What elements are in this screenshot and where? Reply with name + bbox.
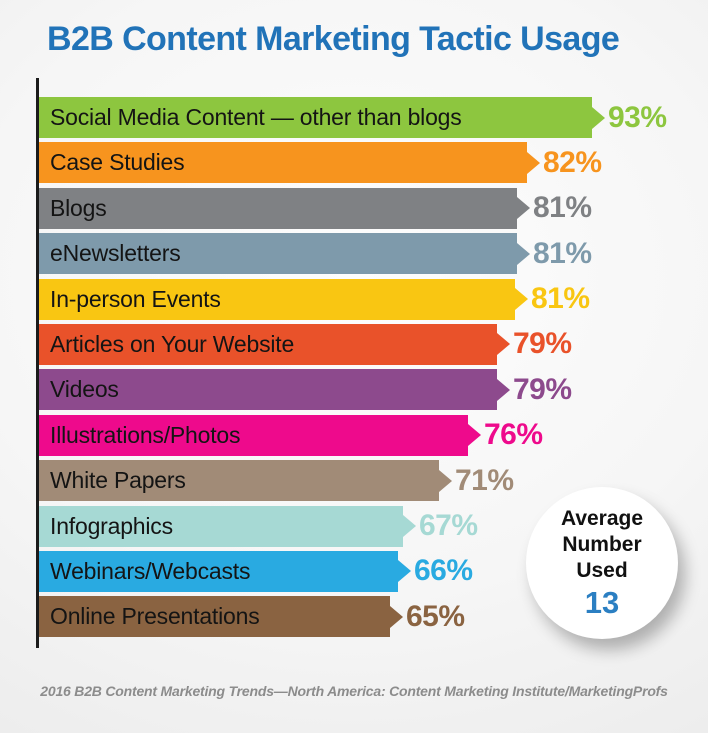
- bar-label: Webinars/Webcasts: [50, 557, 251, 584]
- bar-row: Videos 79%: [39, 369, 667, 411]
- bar-label: Illustrations/Photos: [50, 421, 241, 448]
- bar-label: Social Media Content — other than blogs: [50, 104, 462, 130]
- bar-label: Blogs: [50, 194, 107, 221]
- bar: eNewsletters: [39, 233, 517, 275]
- bar: Infographics: [39, 505, 403, 547]
- page-title: B2B Content Marketing Tactic Usage: [47, 20, 620, 58]
- bar: In-person Events: [39, 278, 515, 320]
- bar-row: Online Presentations 65%: [39, 596, 667, 638]
- bar: Blogs: [39, 187, 517, 229]
- bar: Online Presentations: [39, 596, 390, 638]
- bar-arrow-icon: [527, 151, 540, 174]
- bar-arrow-icon: [515, 288, 528, 311]
- bar: Case Studies: [39, 142, 527, 184]
- bar-value-label: 79%: [513, 327, 572, 361]
- bar-row: eNewsletters 81%: [39, 233, 667, 275]
- bar-arrow-icon: [592, 106, 605, 129]
- bar-row: White Papers 71%: [39, 460, 667, 502]
- bar-arrow-icon: [398, 560, 411, 583]
- bar-label: Articles on Your Website: [50, 330, 295, 357]
- bar-value-label: 81%: [531, 282, 590, 316]
- bar-arrow-icon: [497, 378, 510, 401]
- average-number-badge: Average Number Used 13: [526, 487, 678, 639]
- bar-label: Online Presentations: [50, 603, 260, 630]
- bar-row: Social Media Content — other than blogs 9…: [39, 97, 667, 138]
- bar-row: Case Studies 82%: [39, 142, 667, 184]
- bar-label: White Papers: [50, 467, 186, 494]
- bar-value-label: 79%: [513, 372, 572, 406]
- average-value: 13: [584, 585, 620, 620]
- bar-label: eNewsletters: [50, 240, 181, 267]
- bar-chart: Social Media Content — other than blogs 9…: [39, 97, 667, 638]
- bar: Webinars/Webcasts: [39, 550, 398, 592]
- bar-value-label: 71%: [455, 463, 514, 497]
- bar-row: Blogs 81%: [39, 187, 667, 229]
- bar-value-label: 76%: [484, 418, 543, 452]
- bar-value-label: 67%: [419, 509, 478, 543]
- y-axis-line: [36, 78, 39, 648]
- bar: Articles on Your Website: [39, 323, 497, 365]
- average-label-line: Used: [576, 559, 628, 582]
- bar-arrow-icon: [403, 515, 416, 538]
- bar-row: Infographics 67%: [39, 505, 667, 547]
- bar-value-label: 81%: [533, 191, 592, 225]
- bar-arrow-icon: [517, 242, 530, 265]
- average-label-line: Average: [560, 507, 644, 530]
- bar-value-label: 81%: [533, 236, 592, 270]
- bar-arrow-icon: [468, 424, 481, 447]
- bar-row: Illustrations/Photos 76%: [39, 414, 667, 456]
- bar-arrow-icon: [517, 197, 530, 220]
- bar-value-label: 65%: [406, 599, 465, 633]
- bar-value-label: 93%: [608, 100, 667, 134]
- bar-value-label: 66%: [414, 554, 473, 588]
- bar-row: In-person Events 81%: [39, 278, 667, 320]
- bar-value-label: 82%: [543, 145, 602, 179]
- bar-row: Articles on Your Website 79%: [39, 323, 667, 365]
- bar: White Papers: [39, 460, 439, 502]
- bar-arrow-icon: [390, 605, 403, 628]
- bar-label: In-person Events: [50, 285, 221, 312]
- bar: Illustrations/Photos: [39, 414, 468, 456]
- bar: Videos: [39, 369, 497, 411]
- bar-label: Infographics: [50, 512, 173, 539]
- bar-arrow-icon: [497, 333, 510, 356]
- bar-label: Case Studies: [50, 149, 185, 176]
- source-citation: 2016 B2B Content Marketing Trends—North …: [40, 683, 668, 699]
- bar-row: Webinars/Webcasts 66%: [39, 550, 667, 592]
- average-label-line: Number: [562, 533, 642, 556]
- bar: Social Media Content — other than blogs: [39, 97, 592, 138]
- bar-arrow-icon: [439, 469, 452, 492]
- bar-label: Videos: [50, 376, 119, 403]
